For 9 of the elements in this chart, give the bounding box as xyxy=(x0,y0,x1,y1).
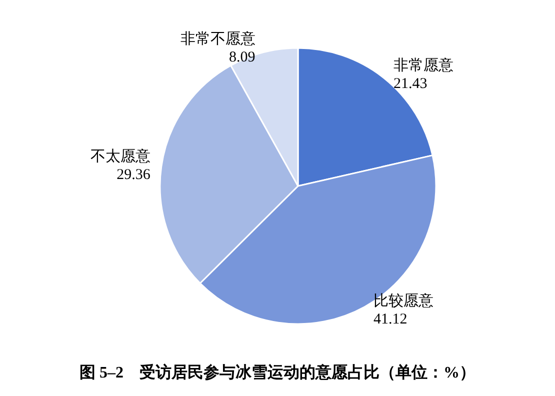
data-label: 8.09 xyxy=(229,50,256,66)
slice-label: 比较愿意 xyxy=(373,292,434,310)
data-label: 29.36 xyxy=(116,167,151,184)
text: 图 5–2 受访居民参与冰雪运动的意愿占比（单位：%） xyxy=(80,362,476,382)
slice-label: 不太愿意 xyxy=(90,148,150,166)
data-label: 41.12 xyxy=(373,311,408,328)
data-label: 21.43 xyxy=(394,76,428,92)
slice-label: 非常愿意 xyxy=(394,56,454,74)
slice-label: 非常不愿意 xyxy=(180,30,256,48)
